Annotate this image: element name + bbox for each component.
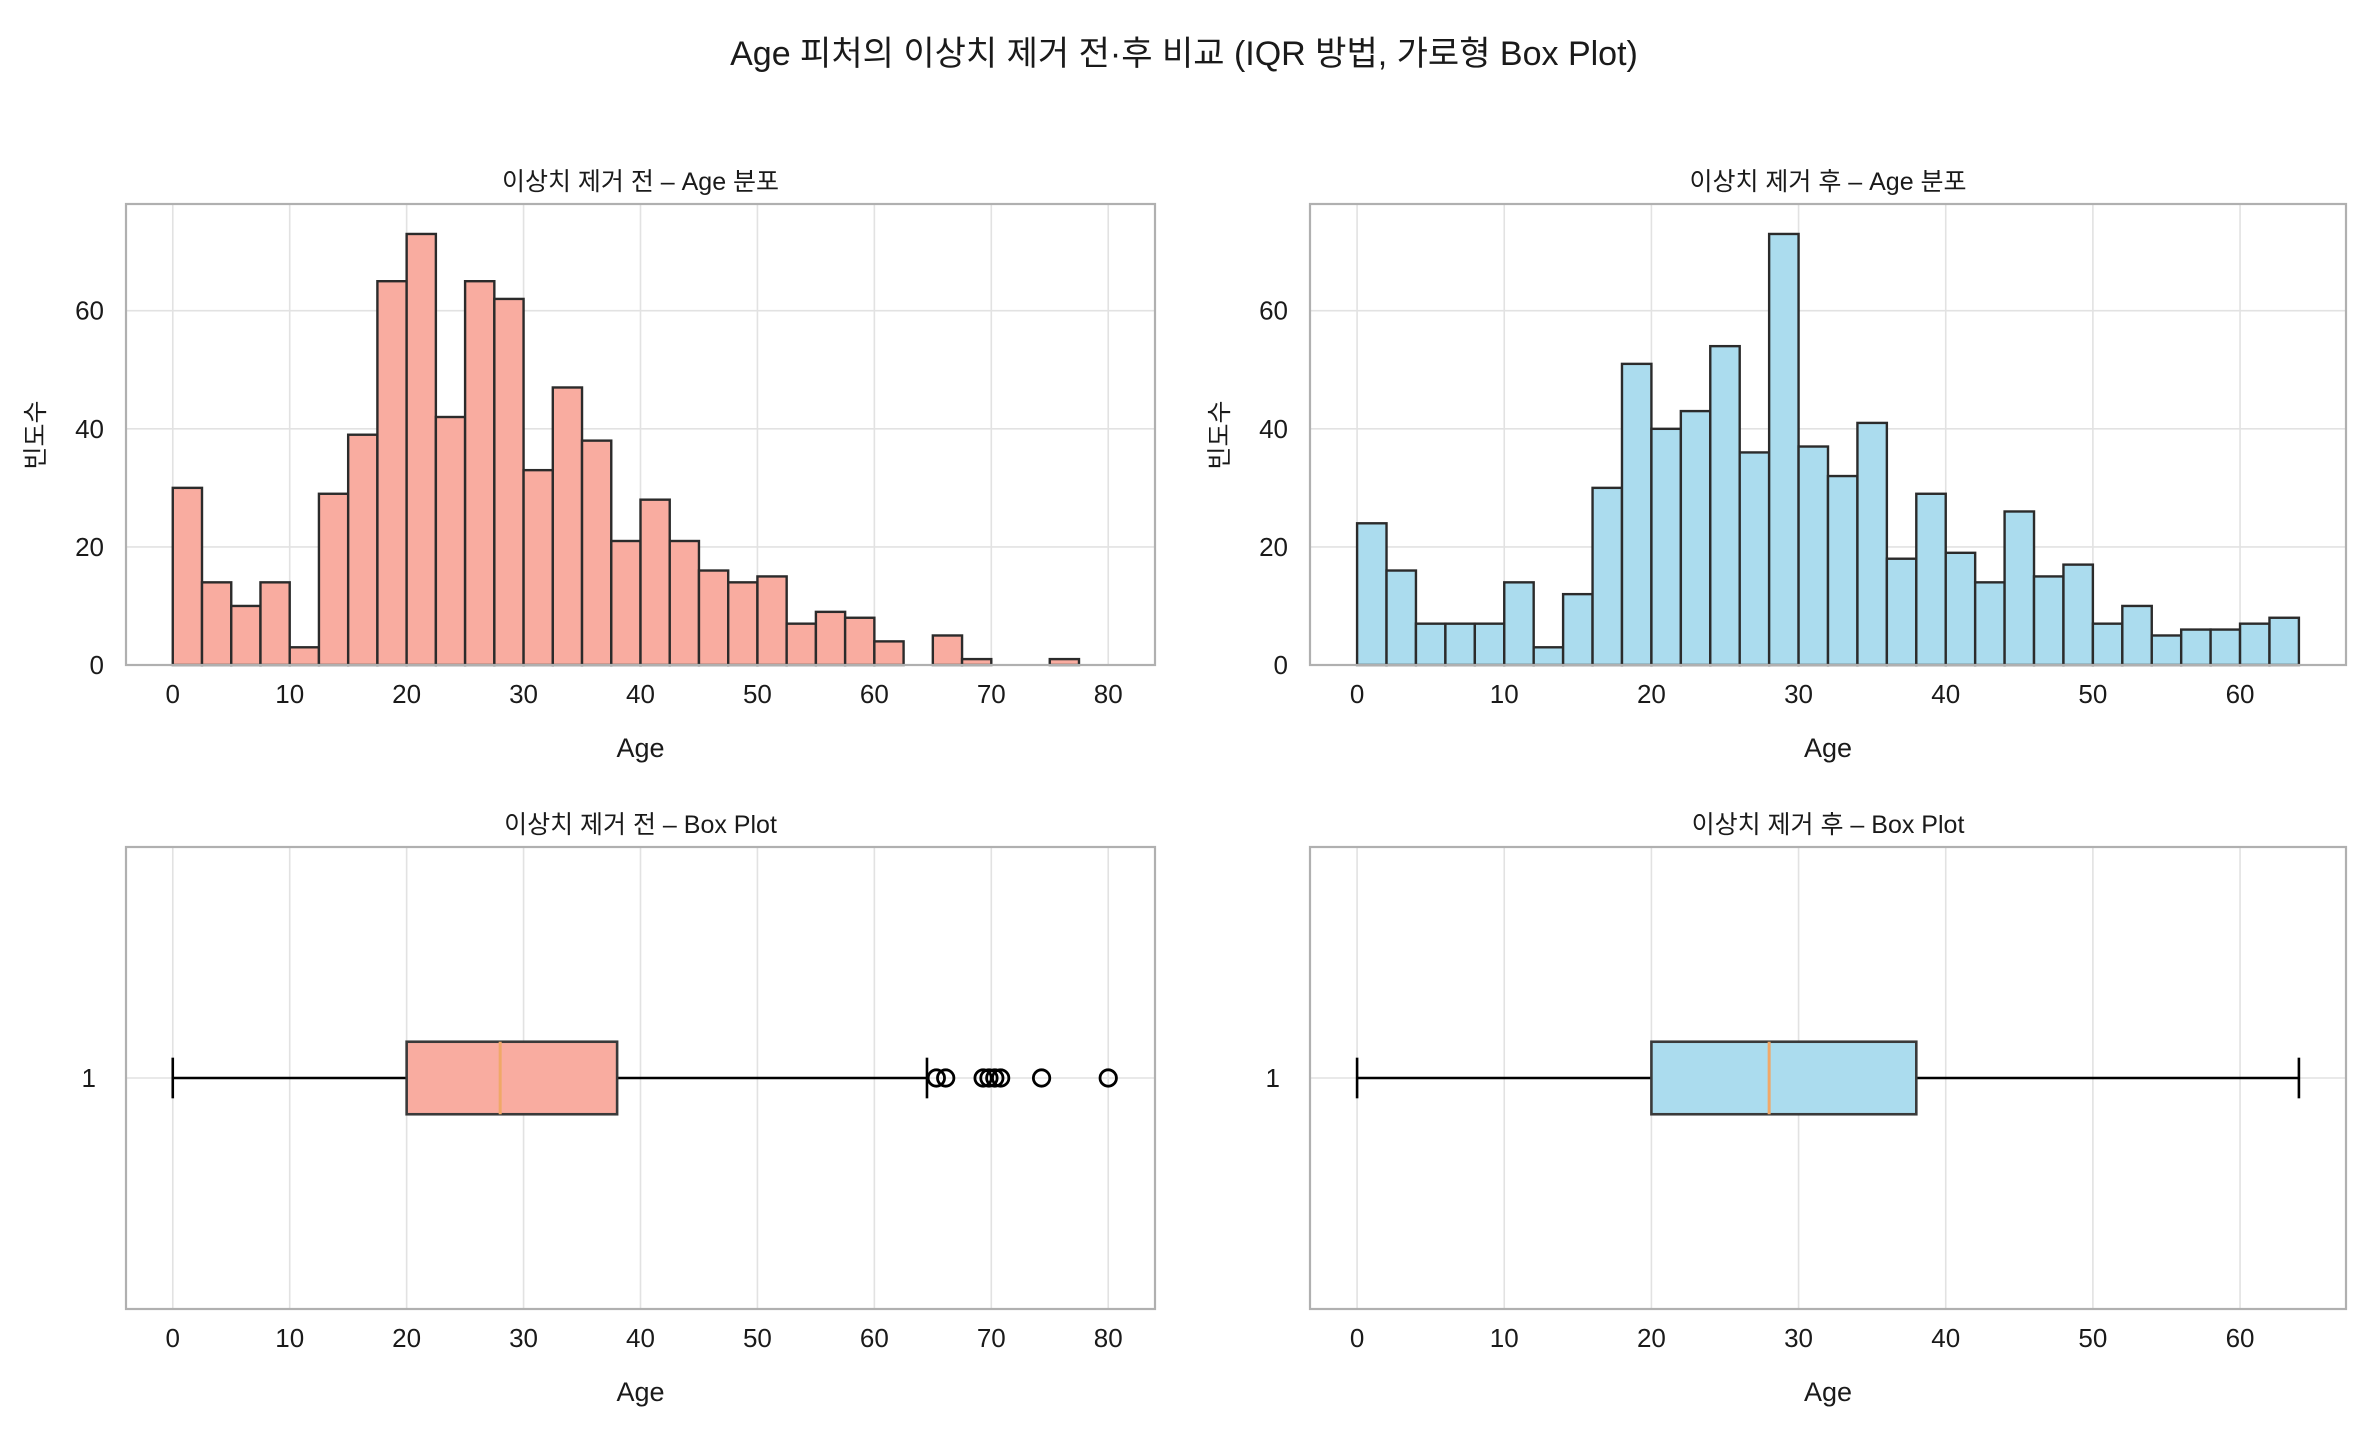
svg-text:10: 10	[275, 1323, 304, 1353]
svg-text:30: 30	[1784, 1323, 1813, 1353]
svg-text:60: 60	[860, 679, 889, 709]
svg-text:60: 60	[75, 296, 104, 326]
svg-text:40: 40	[626, 1323, 655, 1353]
svg-text:10: 10	[275, 679, 304, 709]
svg-text:60: 60	[2226, 679, 2255, 709]
svg-text:50: 50	[743, 1323, 772, 1353]
svg-text:1: 1	[82, 1063, 96, 1093]
svg-text:70: 70	[977, 679, 1006, 709]
svg-text:0: 0	[166, 1323, 180, 1353]
svg-text:40: 40	[1931, 679, 1960, 709]
svg-text:30: 30	[1784, 679, 1813, 709]
svg-text:60: 60	[860, 1323, 889, 1353]
svg-text:20: 20	[75, 532, 104, 562]
svg-text:50: 50	[2078, 1323, 2107, 1353]
svg-text:30: 30	[509, 679, 538, 709]
svg-text:40: 40	[626, 679, 655, 709]
svg-text:20: 20	[1637, 679, 1666, 709]
svg-text:50: 50	[743, 679, 772, 709]
svg-text:0: 0	[1274, 650, 1288, 680]
svg-text:30: 30	[509, 1323, 538, 1353]
svg-text:70: 70	[977, 1323, 1006, 1353]
svg-text:50: 50	[2078, 679, 2107, 709]
svg-text:0: 0	[90, 650, 104, 680]
svg-text:0: 0	[166, 679, 180, 709]
svg-text:0: 0	[1350, 1323, 1364, 1353]
svg-text:60: 60	[1259, 296, 1288, 326]
svg-text:20: 20	[1637, 1323, 1666, 1353]
svg-text:1: 1	[1266, 1063, 1280, 1093]
svg-text:10: 10	[1490, 679, 1519, 709]
svg-text:20: 20	[392, 679, 421, 709]
svg-text:20: 20	[1259, 532, 1288, 562]
svg-text:40: 40	[1931, 1323, 1960, 1353]
svg-text:80: 80	[1094, 1323, 1123, 1353]
svg-text:60: 60	[2226, 1323, 2255, 1353]
svg-text:10: 10	[1490, 1323, 1519, 1353]
svg-text:0: 0	[1350, 679, 1364, 709]
svg-text:80: 80	[1094, 679, 1123, 709]
svg-text:20: 20	[392, 1323, 421, 1353]
svg-text:40: 40	[1259, 414, 1288, 444]
svg-text:40: 40	[75, 414, 104, 444]
